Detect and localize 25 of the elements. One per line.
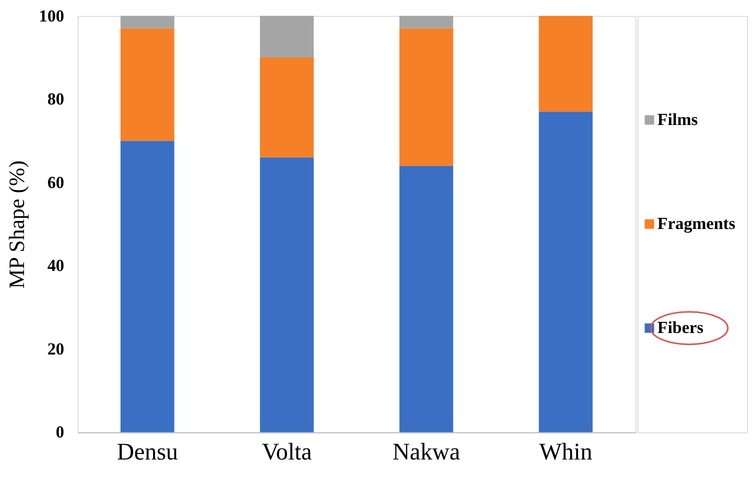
x-tick-label: Whin xyxy=(539,440,592,466)
bar xyxy=(260,157,314,432)
bar xyxy=(399,16,454,28)
bar xyxy=(538,112,593,432)
legend-label: Fibers xyxy=(657,318,704,338)
y-tick-label: 0 xyxy=(56,422,64,442)
y-tick-label: 80 xyxy=(47,90,64,109)
x-tick-label: Densu xyxy=(116,440,178,466)
x-tick-label: Volta xyxy=(262,440,312,466)
y-tick-label: 40 xyxy=(47,256,64,276)
bar xyxy=(260,58,314,158)
x-tick-label: Nakwa xyxy=(392,440,461,466)
bar xyxy=(399,28,454,166)
bar xyxy=(120,140,174,432)
bar xyxy=(399,166,454,432)
legend-label: Films xyxy=(657,110,698,129)
bar xyxy=(538,16,593,112)
y-tick-label: 60 xyxy=(47,172,64,192)
bar xyxy=(260,16,314,58)
bar xyxy=(120,16,174,28)
y-axis-title: MP Shape (%) xyxy=(4,160,29,289)
legend-label: Fragments xyxy=(657,214,736,234)
y-tick-label: 100 xyxy=(38,6,64,26)
y-tick-label: 20 xyxy=(47,339,64,358)
bar xyxy=(120,28,174,141)
